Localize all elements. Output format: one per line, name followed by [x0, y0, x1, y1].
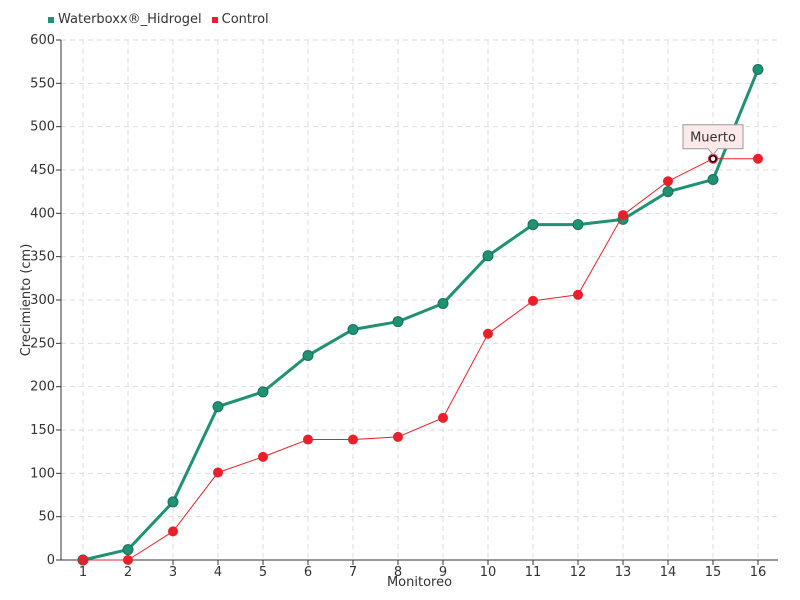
data-point-control[interactable]	[348, 434, 358, 445]
legend: Waterboxx®_Hidrogel Control	[48, 12, 269, 27]
legend-swatch-control	[211, 16, 218, 23]
y-tick-label: 400	[30, 206, 55, 221]
x-tick-label: 3	[169, 565, 177, 580]
y-tick-label: 350	[30, 250, 55, 265]
x-tick-label: 14	[660, 565, 677, 580]
data-point-waterboxx[interactable]	[347, 323, 359, 335]
legend-label-control: Control	[221, 12, 269, 27]
y-tick-label: 600	[30, 33, 55, 48]
x-tick-label: 16	[750, 565, 767, 580]
data-point-control[interactable]	[393, 431, 403, 442]
x-tick-label: 4	[214, 565, 222, 580]
legend-item-waterboxx[interactable]: Waterboxx®_Hidrogel	[48, 12, 202, 27]
data-point-waterboxx[interactable]	[212, 401, 224, 413]
data-point-waterboxx[interactable]	[707, 174, 719, 186]
y-tick-label: 250	[30, 336, 55, 351]
x-tick-label: 12	[570, 565, 587, 580]
data-point-waterboxx[interactable]	[122, 544, 134, 556]
data-point-waterboxx[interactable]	[302, 349, 314, 361]
y-tick-label: 300	[30, 293, 55, 308]
data-point-waterboxx[interactable]	[662, 186, 674, 198]
data-point-control[interactable]	[438, 412, 448, 423]
data-point-control[interactable]	[213, 467, 223, 478]
legend-label-waterboxx: Waterboxx®_Hidrogel	[58, 12, 202, 27]
x-tick-label: 7	[349, 565, 357, 580]
data-point-control[interactable]	[258, 451, 268, 462]
data-point-control[interactable]	[573, 289, 583, 300]
data-point-control[interactable]	[78, 555, 88, 565]
y-tick-label: 450	[30, 163, 55, 178]
data-point-control[interactable]	[303, 434, 313, 445]
data-point-control[interactable]	[168, 526, 178, 537]
annotation-callout	[682, 124, 744, 156]
y-tick-label: 100	[30, 466, 55, 481]
data-point-control[interactable]	[528, 295, 538, 306]
y-axis-label: Crecimiento (cm)	[19, 244, 34, 357]
y-tick-label: 500	[30, 120, 55, 135]
legend-swatch-waterboxx	[48, 16, 54, 23]
y-tick-label: 150	[30, 423, 55, 438]
x-tick-label: 11	[525, 565, 542, 580]
series-line-waterboxx	[82, 68, 760, 562]
x-tick-label: 6	[304, 565, 312, 580]
x-tick-label: 1	[79, 565, 87, 580]
data-point-waterboxx[interactable]	[257, 386, 269, 398]
x-tick-label: 9	[439, 565, 447, 580]
x-tick-label: 5	[259, 565, 267, 580]
data-point-waterboxx[interactable]	[752, 63, 764, 75]
data-point-waterboxx[interactable]	[482, 250, 494, 262]
x-axis-label: Monitoreo	[387, 575, 452, 590]
data-point-control[interactable]	[618, 210, 628, 221]
y-tick-label: 0	[47, 553, 55, 568]
data-point-waterboxx[interactable]	[572, 219, 584, 231]
data-point-waterboxx[interactable]	[437, 297, 449, 309]
series-line-control	[83, 158, 758, 561]
data-point-control[interactable]	[123, 555, 133, 565]
data-point-control[interactable]	[483, 328, 493, 339]
y-tick-label: 550	[30, 76, 55, 91]
x-tick-label: 2	[124, 565, 132, 580]
x-tick-label: 13	[615, 565, 632, 580]
x-tick-label: 8	[394, 565, 402, 580]
y-tick-label: 200	[30, 380, 55, 395]
legend-item-control[interactable]: Control	[211, 12, 269, 27]
x-tick-label: 10	[480, 565, 497, 580]
data-point-waterboxx[interactable]	[527, 219, 539, 231]
data-point-waterboxx[interactable]	[392, 316, 404, 328]
data-point-waterboxx[interactable]	[167, 496, 179, 508]
annotation-label: Muerto	[690, 131, 736, 146]
y-tick-label: 50	[38, 510, 55, 525]
data-point-control[interactable]	[753, 153, 763, 164]
x-tick-label: 15	[705, 565, 722, 580]
data-point-control[interactable]	[663, 176, 673, 187]
annotation-marker	[709, 154, 717, 163]
